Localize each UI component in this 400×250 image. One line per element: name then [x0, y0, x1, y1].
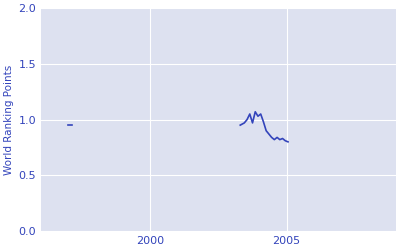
Y-axis label: World Ranking Points: World Ranking Points [4, 64, 14, 175]
